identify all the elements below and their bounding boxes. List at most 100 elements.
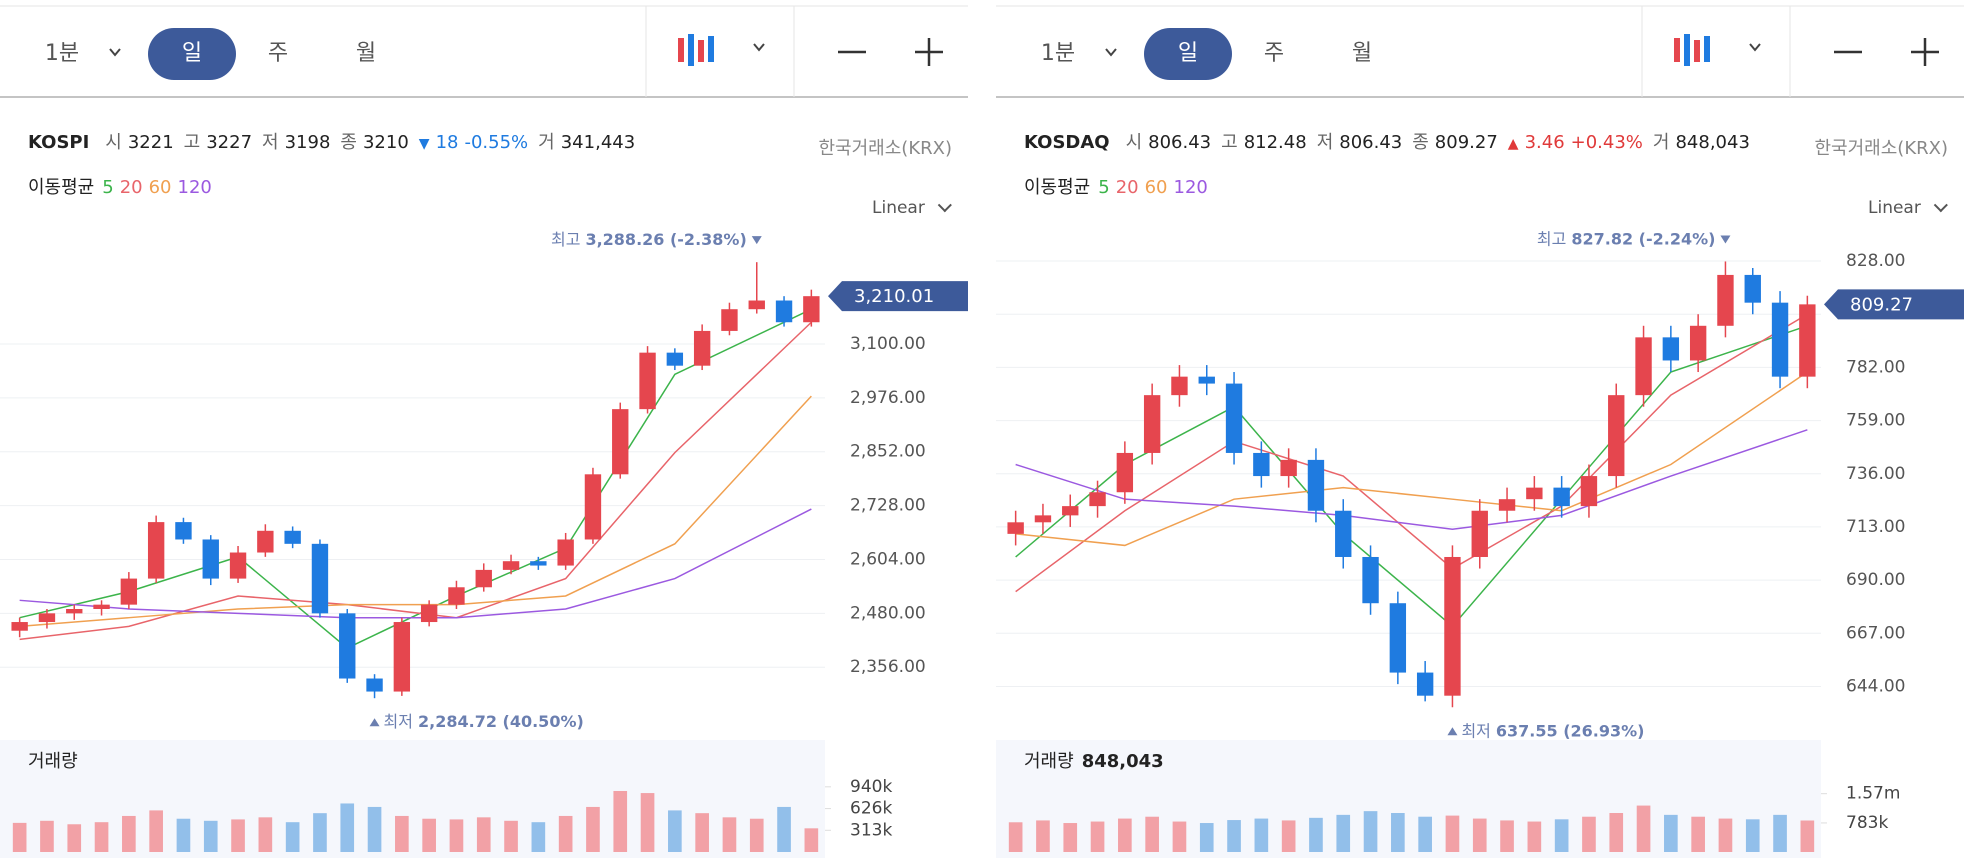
volume-background [996,740,1821,858]
candle-body [1280,459,1297,477]
tab-pill [1144,28,1232,80]
candle-body [584,474,602,540]
volume-bar [1063,823,1078,852]
chart-type-icon [1694,40,1700,62]
candle-body [393,622,411,692]
chart-type-icon [1684,34,1690,66]
volume-bar [695,813,709,852]
high-annotation: 최고 3,288.26 (-2.38%) [551,230,747,249]
candle-body [1171,376,1188,396]
volume-background [0,740,825,858]
candle-body [1444,556,1461,696]
volume-bar [1582,816,1596,852]
candle-body [1498,499,1516,511]
y-tick-label: 782.00 [1846,357,1905,377]
last-price-tag [1824,289,1964,320]
volume-bar [1118,818,1132,852]
chart-type-icon [678,38,684,62]
volume-bar [1336,814,1351,852]
ma-line [1015,325,1808,628]
volume-bar [1309,817,1323,852]
chevron [1749,43,1761,52]
ma-title: 이동평균 [28,177,95,198]
volume: 848,043 [1675,132,1750,153]
chevron [1105,48,1117,57]
change-arrow: ▲ [1507,136,1519,152]
high-marker [751,236,762,245]
scale-select[interactable]: Linear [872,198,952,218]
volume-bar [504,820,518,852]
volume-bar [1664,814,1678,852]
tab-pill [148,28,236,80]
volume-bar [1636,805,1651,852]
tab[interactable]: 일 [182,41,202,66]
candle-body [1662,337,1680,361]
chart-type-icon [688,34,694,66]
volume-bar [749,818,764,852]
volume-bar [1745,819,1760,852]
scale-select[interactable]: Linear [1868,198,1948,218]
candle-body [1062,506,1079,516]
volume-bar [777,806,791,852]
candle-body [11,622,28,631]
tab[interactable]: 주 [1264,41,1284,66]
scale-type: Linear [1868,198,1921,218]
y-tick-label: 690.00 [1846,570,1905,590]
tab[interactable]: 1분 [1041,41,1075,66]
high-annotation: 최고 827.82 (-2.24%) [1537,229,1716,248]
last-price-label: 3,210.01 [854,286,934,307]
candle-body [1034,515,1052,523]
volume-bar [1445,815,1460,852]
y-tick-label: 667.00 [1846,623,1905,643]
high-text: 3,288.26 (-2.38%) [585,230,746,249]
tab[interactable]: 1분 [45,41,79,66]
candle-body [612,409,629,475]
tab[interactable]: 월 [356,41,376,66]
tab[interactable]: 월 [1352,41,1372,66]
chart-type-icon [708,36,714,62]
last-price-label: 809.27 [1850,294,1913,315]
low-label: 최저 [384,712,413,731]
volume-current: 848,043 [1082,751,1164,772]
volume-bar [1036,820,1050,852]
volume-label: 거 [538,132,555,153]
volume-bar [1554,819,1569,852]
volume-bar [1472,818,1487,852]
symbol: KOSPI [28,132,90,153]
volume-bar [586,806,600,852]
change: 3.46 [1524,132,1565,153]
volume-tick-label: 313k [850,820,892,840]
ma-title: 이동평균 [1024,177,1091,198]
volume-bar [422,818,436,852]
symbol: KOSDAQ [1024,132,1110,153]
tab[interactable]: 일 [1178,41,1198,66]
candle-body [1526,487,1543,500]
ma-name: 5 [102,177,114,198]
change-pct: +0.43% [1570,132,1643,153]
last-price-tag [828,281,968,312]
volume-bar [1609,813,1624,852]
volume-bar [1773,814,1787,852]
candle-body [639,352,656,410]
candle-body [1307,459,1325,511]
candle-body [175,522,192,540]
change-pct: -0.55% [464,132,529,153]
volume-bar [804,828,819,852]
candle-body [147,522,165,579]
candle-body [1089,492,1106,507]
volume: 341,443 [560,132,636,153]
low-label: 최저 [1461,721,1490,740]
candle-body [475,569,492,588]
low-annotation: 최저 637.55 (26.93%) [1461,721,1644,740]
volume-bar [1527,821,1542,852]
candle-body [1335,510,1352,557]
tab[interactable]: 주 [268,41,288,66]
candle-body [1198,376,1215,384]
high-label: 최고 [1537,229,1566,248]
volume-bar [1090,821,1105,852]
volume-bar [176,818,191,852]
candle-body [1799,304,1816,377]
candle-body [1007,522,1024,534]
high-text: 827.82 (-2.24%) [1571,229,1715,248]
